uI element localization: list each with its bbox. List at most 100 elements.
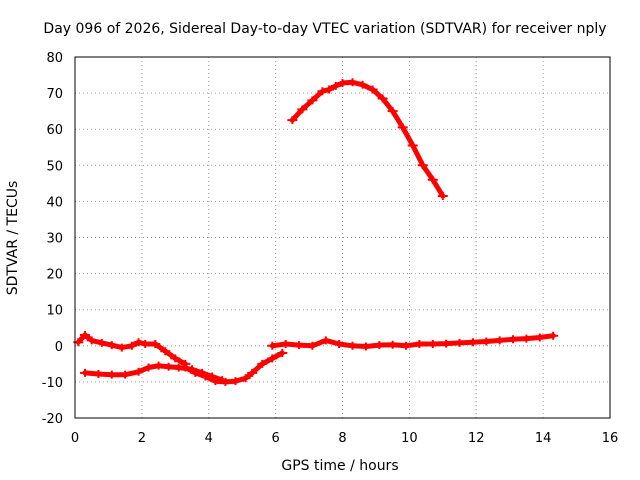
data-point (267, 354, 278, 363)
data-point (80, 368, 91, 377)
data-point (133, 367, 144, 376)
satellite-track-d (269, 333, 556, 349)
data-point (377, 94, 388, 103)
data-point (267, 341, 278, 350)
x-axis-label: GPS time / hours (281, 458, 398, 474)
data-point (508, 335, 519, 344)
data-point (387, 107, 398, 116)
data-point (481, 337, 492, 346)
y-tick-label: 20 (46, 268, 63, 283)
data-point (277, 349, 288, 358)
data-point (120, 370, 131, 379)
data-series (73, 78, 559, 386)
data-point (357, 80, 368, 89)
y-tick-label: -20 (42, 412, 63, 427)
data-point (441, 339, 452, 348)
data-point (80, 330, 91, 339)
plot-frame (74, 56, 611, 419)
y-tick-label: 10 (46, 304, 63, 319)
data-point (297, 105, 308, 114)
data-point (330, 81, 341, 90)
data-point (140, 339, 151, 348)
data-point (294, 341, 305, 350)
data-point (280, 339, 291, 348)
data-point (180, 363, 191, 372)
data-point (190, 368, 201, 377)
chart-title: Day 096 of 2026, Sidereal Day-to-day VTE… (43, 21, 606, 37)
data-point (334, 339, 345, 348)
data-point (307, 341, 318, 350)
data-point (454, 338, 465, 347)
x-tick-label: 12 (468, 431, 485, 446)
y-tick-label: 60 (46, 123, 63, 138)
data-point (150, 339, 161, 348)
y-axis-label: SDTVAR / TECUs (5, 181, 21, 296)
data-point (407, 141, 418, 150)
data-point (374, 341, 385, 350)
y-tick-label: 80 (46, 51, 63, 66)
data-point (401, 341, 412, 350)
data-point (467, 338, 478, 347)
x-tick-label: 8 (338, 431, 346, 446)
y-tick-label: 50 (46, 159, 63, 174)
data-point (96, 338, 107, 347)
data-point (337, 78, 348, 87)
y-tick-label: 30 (46, 232, 63, 247)
data-point (210, 377, 221, 386)
data-point (86, 336, 97, 345)
data-point (397, 123, 408, 132)
data-point (437, 191, 448, 200)
satellite-track-c (182, 350, 285, 385)
data-point (106, 341, 117, 350)
data-point (160, 347, 171, 356)
data-point (126, 341, 137, 350)
grid (75, 57, 610, 418)
y-tick-labels: -20 -10 0 10 20 30 40 50 60 70 80 (42, 51, 63, 427)
data-point (220, 377, 231, 386)
data-point (427, 339, 438, 348)
x-tick-label: 16 (602, 431, 619, 446)
x-tick-labels: 0 2 4 6 8 10 12 14 16 (71, 431, 618, 446)
data-point (548, 331, 559, 340)
data-point (240, 374, 251, 383)
data-point (116, 343, 127, 352)
data-point (307, 96, 318, 105)
data-point (287, 116, 298, 125)
y-tick-label: -10 (42, 376, 63, 391)
data-point (230, 377, 241, 386)
data-point (200, 372, 211, 381)
x-tick-label: 14 (535, 431, 552, 446)
data-point (347, 78, 358, 87)
data-point (494, 336, 505, 345)
data-point (387, 340, 398, 349)
data-point (417, 161, 428, 170)
data-point (153, 361, 164, 370)
data-point (324, 85, 335, 94)
x-tick-label: 2 (138, 431, 146, 446)
data-point (106, 370, 117, 379)
x-tick-label: 4 (205, 431, 213, 446)
data-point (534, 333, 545, 342)
y-tick-label: 0 (55, 340, 63, 355)
x-tick-label: 10 (401, 431, 418, 446)
data-point (93, 369, 104, 378)
data-point (347, 341, 358, 350)
y-tick-label: 70 (46, 87, 63, 102)
data-point (257, 359, 268, 368)
y-tick-label: 40 (46, 195, 63, 210)
data-point (163, 362, 174, 371)
x-tick-label: 0 (71, 431, 79, 446)
data-point (143, 363, 154, 372)
data-point (360, 342, 371, 351)
x-tick-label: 6 (271, 431, 279, 446)
data-point (247, 368, 258, 377)
data-point (367, 85, 378, 94)
data-point (170, 354, 181, 363)
data-point (317, 87, 328, 96)
data-point (133, 338, 144, 347)
data-point (521, 334, 532, 343)
data-point (414, 339, 425, 348)
data-point (320, 336, 331, 345)
data-point (427, 175, 438, 184)
